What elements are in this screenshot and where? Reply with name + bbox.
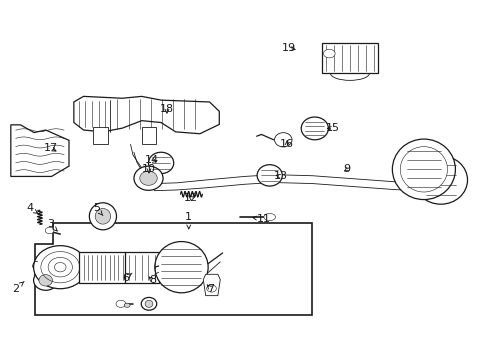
- Polygon shape: [142, 127, 156, 144]
- Text: 5: 5: [93, 203, 102, 216]
- Text: 4: 4: [26, 203, 38, 213]
- Text: 1: 1: [185, 212, 192, 229]
- Text: 7: 7: [206, 284, 214, 293]
- Text: 10: 10: [142, 164, 156, 174]
- Text: 8: 8: [148, 275, 156, 285]
- Ellipse shape: [323, 49, 334, 58]
- Text: 11: 11: [252, 214, 270, 224]
- Text: 17: 17: [43, 143, 58, 153]
- Text: 19: 19: [282, 43, 296, 53]
- Ellipse shape: [413, 156, 467, 204]
- Text: 12: 12: [183, 193, 198, 203]
- Ellipse shape: [206, 285, 216, 292]
- Text: 18: 18: [160, 104, 174, 114]
- Polygon shape: [74, 96, 219, 134]
- Ellipse shape: [39, 275, 52, 286]
- Text: 6: 6: [122, 273, 132, 283]
- Ellipse shape: [400, 147, 447, 192]
- Text: 14: 14: [145, 156, 159, 166]
- Text: 2: 2: [12, 282, 24, 293]
- Ellipse shape: [34, 270, 58, 290]
- Text: 16: 16: [280, 139, 294, 149]
- Ellipse shape: [95, 208, 110, 224]
- Ellipse shape: [155, 242, 208, 293]
- Ellipse shape: [148, 152, 173, 174]
- Ellipse shape: [145, 300, 153, 307]
- Text: 13: 13: [273, 171, 287, 181]
- Polygon shape: [93, 127, 107, 144]
- Ellipse shape: [274, 133, 291, 147]
- Ellipse shape: [116, 300, 125, 307]
- Ellipse shape: [257, 165, 282, 186]
- Ellipse shape: [301, 117, 328, 140]
- Ellipse shape: [391, 139, 454, 199]
- Ellipse shape: [264, 213, 275, 221]
- Bar: [79, 252, 159, 283]
- Text: 3: 3: [47, 220, 57, 231]
- Ellipse shape: [45, 227, 54, 234]
- Text: 9: 9: [343, 164, 350, 174]
- Ellipse shape: [140, 171, 157, 185]
- Ellipse shape: [134, 166, 163, 190]
- Ellipse shape: [34, 246, 87, 289]
- Text: 15: 15: [325, 123, 340, 134]
- Ellipse shape: [124, 303, 130, 307]
- Bar: [322, 43, 377, 73]
- Ellipse shape: [89, 203, 116, 230]
- Polygon shape: [35, 223, 312, 315]
- Ellipse shape: [141, 297, 157, 310]
- Polygon shape: [203, 274, 220, 296]
- Polygon shape: [11, 125, 69, 176]
